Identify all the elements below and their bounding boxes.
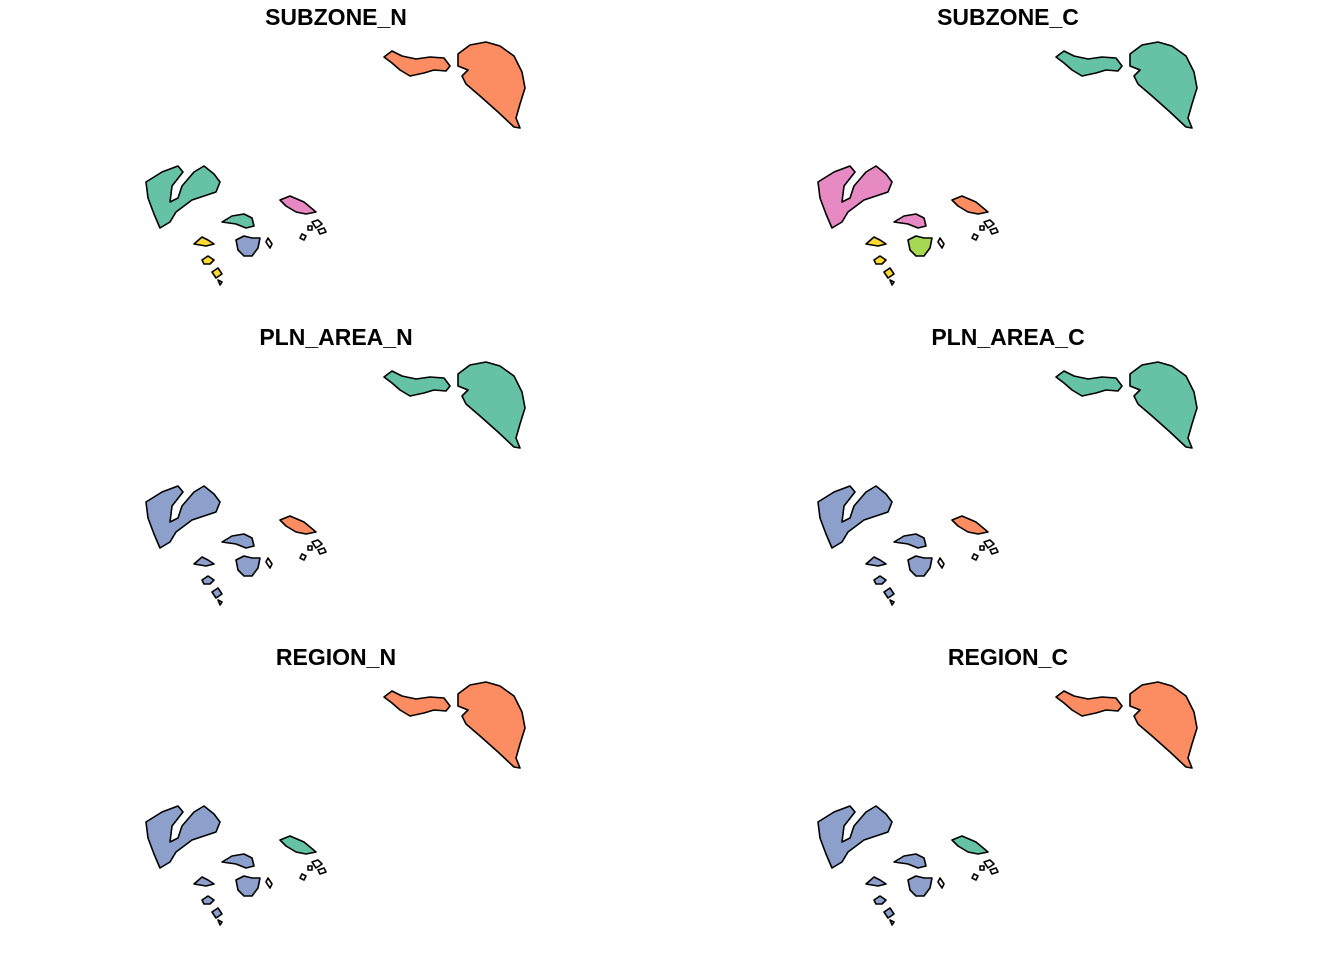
polygon-small-left-c — [883, 907, 895, 919]
polygon-north-small — [383, 370, 451, 397]
polygon-islet-b — [971, 553, 979, 561]
polygon-small-left — [865, 236, 887, 247]
polygon-north-large — [457, 41, 526, 129]
polygon-north-large — [1129, 361, 1198, 449]
polygon-islet-a — [265, 877, 273, 889]
polygon-islet-a — [265, 557, 273, 569]
map-panel-region-n: REGION_N — [0, 640, 672, 960]
polygon-center-bottom — [907, 235, 933, 257]
polygon-small-left-b — [873, 255, 887, 265]
polygon-north-small — [383, 50, 451, 77]
polygon-islet-b — [299, 553, 307, 561]
panel-title: REGION_N — [275, 644, 397, 670]
polygon-west-large — [817, 165, 893, 229]
panel-title: REGION_C — [947, 644, 1069, 670]
polygon-islet-c — [217, 599, 223, 606]
polygon-small-left-b — [201, 895, 215, 905]
polygon-west-large — [145, 165, 221, 229]
polygon-islet-c — [217, 279, 223, 286]
polygon-north-large — [457, 681, 526, 769]
polygon-center-bottom — [907, 555, 933, 577]
map-panel-pln-area-n: PLN_AREA_N — [0, 320, 672, 640]
polygon-east — [951, 195, 989, 215]
map-canvas — [817, 681, 1198, 926]
polygon-small-left — [865, 556, 887, 567]
polygon-east-islets — [979, 859, 999, 875]
polygon-small-left-b — [201, 575, 215, 585]
polygon-islet-a — [937, 877, 945, 889]
polygon-west-large — [817, 485, 893, 549]
map-panel-pln-area-c: PLN_AREA_C — [672, 320, 1344, 640]
polygon-small-left-c — [211, 587, 223, 599]
polygon-center-top — [221, 853, 255, 869]
map-canvas — [817, 41, 1198, 286]
polygon-islet-b — [971, 233, 979, 241]
polygon-east — [279, 515, 317, 535]
polygon-east-islets — [979, 219, 999, 235]
polygon-small-left — [865, 876, 887, 887]
polygon-small-left-c — [883, 587, 895, 599]
map-canvas — [145, 41, 526, 286]
polygon-west-large — [145, 485, 221, 549]
polygon-east-islets — [307, 539, 327, 555]
polygon-center-top — [221, 213, 255, 229]
polygon-islet-a — [265, 237, 273, 249]
map-panel-subzone-n: SUBZONE_N — [0, 0, 672, 320]
polygon-center-top — [893, 853, 927, 869]
polygon-east — [951, 835, 989, 855]
polygon-east — [951, 515, 989, 535]
polygon-islet-b — [299, 233, 307, 241]
polygon-center-top — [893, 213, 927, 229]
polygon-islet-a — [937, 237, 945, 249]
polygon-east-islets — [307, 859, 327, 875]
polygon-islet-a — [937, 557, 945, 569]
polygon-north-small — [1055, 50, 1123, 77]
polygon-small-left — [193, 556, 215, 567]
polygon-small-left-c — [883, 267, 895, 279]
polygon-small-left-b — [873, 895, 887, 905]
polygon-small-left — [193, 876, 215, 887]
polygon-small-left-c — [211, 267, 223, 279]
polygon-center-bottom — [235, 555, 261, 577]
polygon-center-top — [221, 533, 255, 549]
polygon-islet-c — [889, 919, 895, 926]
polygon-east — [279, 195, 317, 215]
polygon-east-islets — [979, 539, 999, 555]
polygon-small-left-b — [873, 575, 887, 585]
polygon-north-large — [1129, 41, 1198, 129]
polygon-center-top — [893, 533, 927, 549]
map-canvas — [817, 361, 1198, 606]
polygon-north-small — [1055, 690, 1123, 717]
polygon-east — [279, 835, 317, 855]
polygon-islet-b — [299, 873, 307, 881]
polygon-west-large — [817, 805, 893, 869]
map-panel-region-c: REGION_C — [672, 640, 1344, 960]
polygon-north-large — [457, 361, 526, 449]
panel-title: PLN_AREA_N — [259, 324, 413, 350]
polygon-islet-c — [217, 919, 223, 926]
polygon-center-bottom — [235, 875, 261, 897]
polygon-islet-c — [889, 279, 895, 286]
polygon-islet-b — [971, 873, 979, 881]
polygon-north-small — [383, 690, 451, 717]
polygon-west-large — [145, 805, 221, 869]
panel-title: SUBZONE_N — [265, 4, 407, 30]
map-canvas — [145, 361, 526, 606]
polygon-east-islets — [307, 219, 327, 235]
polygon-islet-c — [889, 599, 895, 606]
polygon-center-bottom — [235, 235, 261, 257]
polygon-small-left — [193, 236, 215, 247]
polygon-small-left-c — [211, 907, 223, 919]
polygon-north-large — [1129, 681, 1198, 769]
map-canvas — [145, 681, 526, 926]
polygon-small-left-b — [201, 255, 215, 265]
panel-title: SUBZONE_C — [937, 4, 1079, 30]
map-panel-subzone-c: SUBZONE_C — [672, 0, 1344, 320]
polygon-center-bottom — [907, 875, 933, 897]
panel-title: PLN_AREA_C — [931, 324, 1085, 350]
polygon-north-small — [1055, 370, 1123, 397]
